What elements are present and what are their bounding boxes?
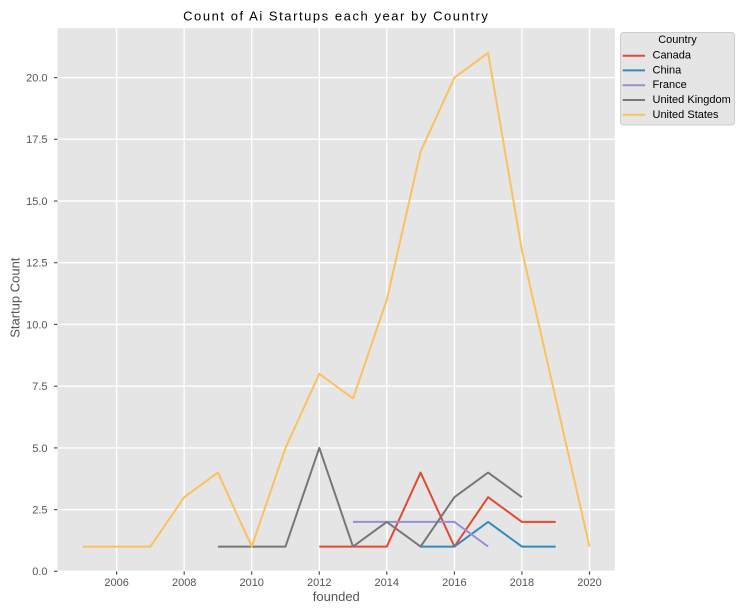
svg-text:12.5: 12.5 <box>26 258 47 270</box>
svg-text:2008: 2008 <box>172 577 196 589</box>
svg-text:2012: 2012 <box>307 577 331 589</box>
svg-text:2016: 2016 <box>442 577 466 589</box>
svg-text:France: France <box>653 79 687 91</box>
svg-text:5.0: 5.0 <box>32 443 47 455</box>
svg-text:Canada: Canada <box>653 50 692 62</box>
svg-text:Count of Ai Startups each year: Count of Ai Startups each year by Countr… <box>183 8 489 23</box>
svg-text:Country: Country <box>658 34 697 46</box>
svg-text:0.0: 0.0 <box>32 566 47 578</box>
svg-text:China: China <box>653 64 683 76</box>
svg-text:2014: 2014 <box>375 577 399 589</box>
svg-text:2.5: 2.5 <box>32 505 47 517</box>
svg-text:2006: 2006 <box>104 577 128 589</box>
svg-text:United Kingdom: United Kingdom <box>653 94 731 106</box>
svg-text:United States: United States <box>653 109 720 121</box>
svg-text:17.5: 17.5 <box>26 134 47 146</box>
svg-text:2010: 2010 <box>239 577 263 589</box>
svg-text:10.0: 10.0 <box>26 319 47 331</box>
svg-text:2018: 2018 <box>510 577 534 589</box>
svg-text:Startup Count: Startup Count <box>8 257 23 338</box>
svg-text:2020: 2020 <box>577 577 601 589</box>
svg-text:20.0: 20.0 <box>26 73 47 85</box>
svg-text:7.5: 7.5 <box>32 381 47 393</box>
svg-text:founded: founded <box>313 589 360 604</box>
svg-text:15.0: 15.0 <box>26 196 47 208</box>
